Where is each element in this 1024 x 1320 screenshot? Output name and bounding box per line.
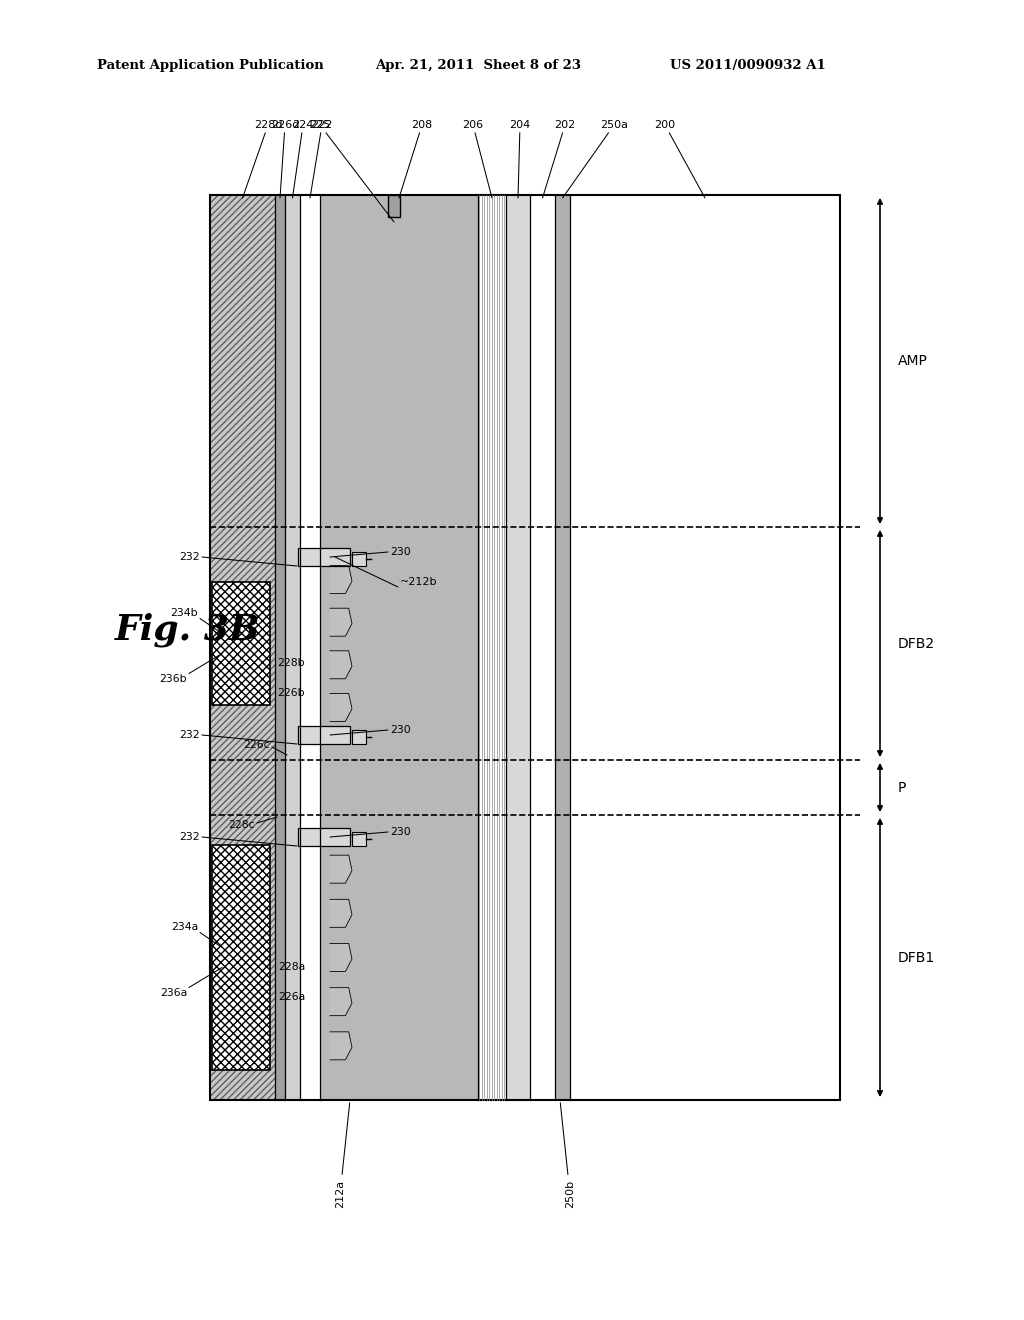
Text: AMP: AMP xyxy=(898,354,928,368)
Text: 200: 200 xyxy=(654,120,705,198)
Text: ~212b: ~212b xyxy=(400,577,437,587)
Text: 250b: 250b xyxy=(560,1102,575,1208)
Text: 232: 232 xyxy=(179,552,200,562)
Text: 226c: 226c xyxy=(244,741,270,750)
Text: 228a: 228a xyxy=(278,962,305,973)
Text: 234b: 234b xyxy=(170,609,198,619)
Text: Fig. 3B: Fig. 3B xyxy=(115,612,260,647)
Polygon shape xyxy=(330,565,352,594)
Text: 228b: 228b xyxy=(278,659,305,668)
Polygon shape xyxy=(330,651,352,678)
Polygon shape xyxy=(330,899,352,928)
Text: 226d: 226d xyxy=(270,120,299,198)
Bar xyxy=(478,195,506,1100)
Text: 202: 202 xyxy=(543,120,575,198)
Bar xyxy=(275,195,285,1100)
Text: Patent Application Publication: Patent Application Publication xyxy=(97,58,324,71)
Text: 230: 230 xyxy=(390,546,411,557)
Bar xyxy=(210,195,840,1100)
Polygon shape xyxy=(330,609,352,636)
Text: 250a: 250a xyxy=(562,120,628,198)
Text: 230: 230 xyxy=(390,725,411,735)
Bar xyxy=(352,552,366,566)
Text: DFB1: DFB1 xyxy=(898,950,935,965)
Text: 222: 222 xyxy=(310,120,333,198)
Polygon shape xyxy=(330,1032,352,1060)
Bar xyxy=(298,726,350,744)
Text: 232: 232 xyxy=(179,832,200,842)
Bar xyxy=(506,195,530,1100)
Bar xyxy=(319,195,478,1100)
Bar xyxy=(212,582,270,705)
Text: US 2011/0090932 A1: US 2011/0090932 A1 xyxy=(670,58,825,71)
Bar xyxy=(285,195,300,1100)
Text: 224: 224 xyxy=(292,120,313,198)
Bar xyxy=(210,195,840,1100)
Bar xyxy=(210,195,275,1100)
Bar xyxy=(298,828,350,846)
Bar xyxy=(298,548,350,566)
Bar xyxy=(388,195,400,216)
Text: 236b: 236b xyxy=(160,673,187,684)
Text: DFB2: DFB2 xyxy=(898,636,935,651)
Text: 226b: 226b xyxy=(278,689,305,698)
Text: 208: 208 xyxy=(399,120,432,198)
Text: 212a: 212a xyxy=(335,1102,350,1208)
Bar xyxy=(300,195,319,1100)
Text: 230: 230 xyxy=(390,828,411,837)
Text: 228c: 228c xyxy=(228,820,255,830)
Bar xyxy=(530,195,555,1100)
Bar xyxy=(212,845,270,1071)
Polygon shape xyxy=(330,855,352,883)
Text: 225: 225 xyxy=(309,120,394,222)
Text: 206: 206 xyxy=(463,120,492,198)
Text: 204: 204 xyxy=(509,120,530,198)
Polygon shape xyxy=(330,693,352,722)
Bar xyxy=(570,195,840,1100)
Text: 232: 232 xyxy=(179,730,200,741)
Polygon shape xyxy=(330,987,352,1015)
Bar xyxy=(352,730,366,744)
Text: 236a: 236a xyxy=(160,987,187,998)
Text: P: P xyxy=(898,780,906,795)
Text: 228d: 228d xyxy=(243,120,283,198)
Text: 226a: 226a xyxy=(278,993,305,1002)
Text: 234a: 234a xyxy=(171,923,198,932)
Bar xyxy=(352,832,366,846)
Bar xyxy=(555,195,570,1100)
Polygon shape xyxy=(330,944,352,972)
Text: Apr. 21, 2011  Sheet 8 of 23: Apr. 21, 2011 Sheet 8 of 23 xyxy=(375,58,581,71)
